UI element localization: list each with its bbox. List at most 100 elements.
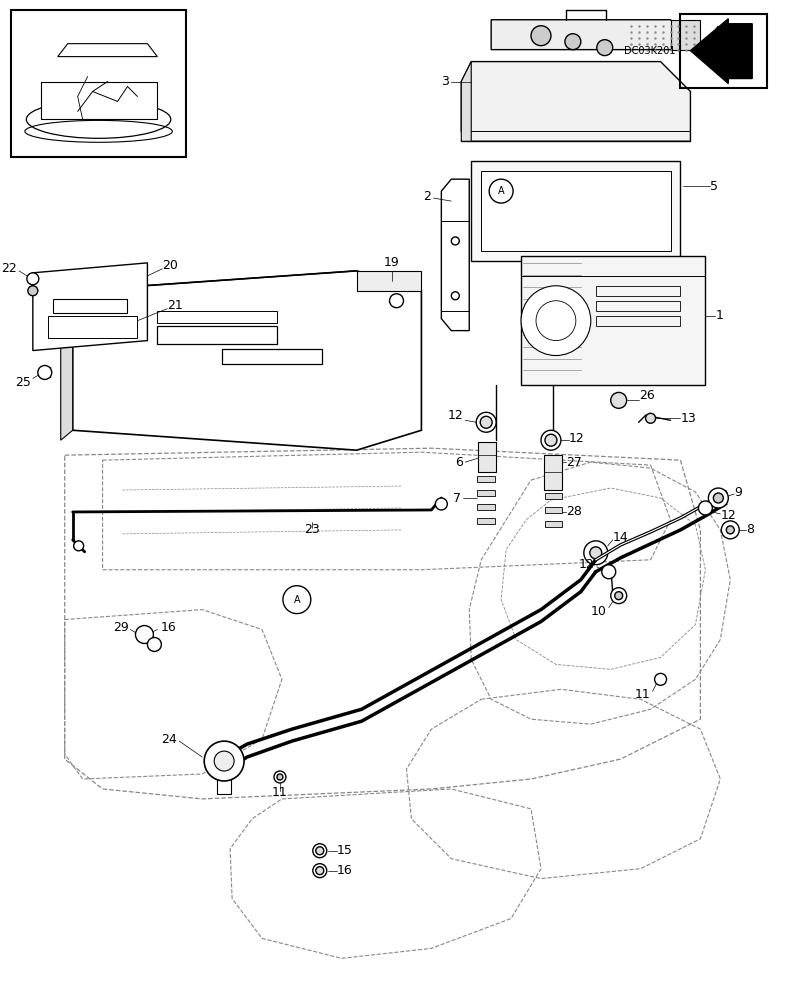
Bar (157, 311, 277, 323)
Circle shape (610, 392, 626, 408)
Polygon shape (491, 20, 700, 50)
Circle shape (451, 237, 459, 245)
Polygon shape (32, 263, 148, 351)
Bar (521, 256, 705, 385)
Circle shape (654, 673, 666, 685)
Circle shape (596, 40, 612, 56)
Circle shape (148, 638, 161, 651)
Circle shape (544, 434, 556, 446)
Bar (544, 493, 561, 499)
Bar (543, 455, 561, 490)
Circle shape (564, 34, 580, 50)
Circle shape (315, 847, 324, 855)
Polygon shape (61, 291, 73, 440)
Text: A: A (294, 595, 300, 605)
Text: 29: 29 (113, 621, 128, 634)
Circle shape (645, 413, 654, 423)
Circle shape (610, 588, 626, 604)
Circle shape (614, 592, 622, 600)
Circle shape (589, 547, 601, 559)
Text: 26: 26 (637, 389, 654, 402)
Bar (481, 171, 670, 251)
Text: 8: 8 (745, 523, 753, 536)
Polygon shape (58, 44, 157, 57)
Polygon shape (461, 62, 470, 141)
Text: 1: 1 (714, 309, 723, 322)
Text: 11: 11 (634, 688, 650, 701)
Text: 21: 21 (167, 299, 182, 312)
Text: 3: 3 (441, 75, 448, 88)
Bar (477, 490, 495, 496)
Text: 12: 12 (447, 409, 463, 422)
Circle shape (521, 286, 590, 356)
Circle shape (451, 292, 459, 300)
Circle shape (725, 526, 733, 534)
Text: 13: 13 (680, 412, 695, 425)
Text: 11: 11 (272, 786, 287, 799)
Circle shape (315, 867, 324, 875)
Text: 16: 16 (337, 864, 352, 877)
Polygon shape (441, 179, 469, 331)
Circle shape (38, 365, 52, 379)
Circle shape (389, 294, 403, 308)
Text: 19: 19 (383, 256, 399, 269)
Bar (477, 518, 495, 524)
Text: DC03K201: DC03K201 (623, 46, 675, 56)
Circle shape (720, 521, 738, 539)
Bar (544, 521, 561, 527)
Circle shape (535, 301, 575, 341)
Text: 9: 9 (733, 486, 741, 499)
Polygon shape (461, 62, 689, 141)
Bar (157, 326, 277, 344)
Bar (470, 161, 680, 261)
Circle shape (479, 416, 491, 428)
Bar (217, 779, 231, 794)
Circle shape (135, 626, 153, 643)
Circle shape (312, 864, 326, 878)
Circle shape (74, 541, 84, 551)
Bar (595, 301, 680, 311)
Text: 16: 16 (160, 621, 176, 634)
Circle shape (214, 751, 234, 771)
Circle shape (713, 493, 723, 503)
Text: 12: 12 (719, 509, 736, 522)
Circle shape (707, 488, 727, 508)
Text: 12: 12 (578, 558, 594, 571)
Circle shape (540, 430, 560, 450)
Circle shape (282, 586, 311, 614)
Polygon shape (356, 271, 421, 291)
Circle shape (273, 771, 285, 783)
Text: 27: 27 (565, 456, 581, 469)
Bar (595, 286, 680, 296)
Bar (477, 476, 495, 482)
Bar (544, 507, 561, 513)
Text: 12: 12 (569, 432, 584, 445)
Polygon shape (73, 271, 421, 450)
Text: 7: 7 (453, 492, 461, 505)
Bar (477, 504, 495, 510)
Circle shape (530, 26, 551, 46)
Text: 4: 4 (711, 25, 719, 38)
Circle shape (488, 179, 513, 203)
Ellipse shape (26, 100, 170, 138)
Text: 14: 14 (612, 531, 628, 544)
Polygon shape (41, 82, 157, 119)
Circle shape (475, 412, 496, 432)
Circle shape (277, 774, 282, 780)
Text: 25: 25 (15, 376, 31, 389)
Circle shape (27, 273, 39, 285)
Circle shape (312, 844, 326, 858)
Text: 28: 28 (565, 505, 581, 518)
Text: 10: 10 (590, 605, 606, 618)
Bar (478, 442, 496, 472)
Circle shape (435, 498, 447, 510)
Circle shape (204, 741, 244, 781)
Text: 22: 22 (1, 262, 17, 275)
Circle shape (697, 501, 711, 515)
Circle shape (583, 541, 607, 565)
Bar (222, 349, 321, 364)
Polygon shape (670, 20, 700, 50)
Text: 15: 15 (337, 844, 352, 857)
Text: 24: 24 (161, 733, 177, 746)
Text: 23: 23 (303, 523, 320, 536)
